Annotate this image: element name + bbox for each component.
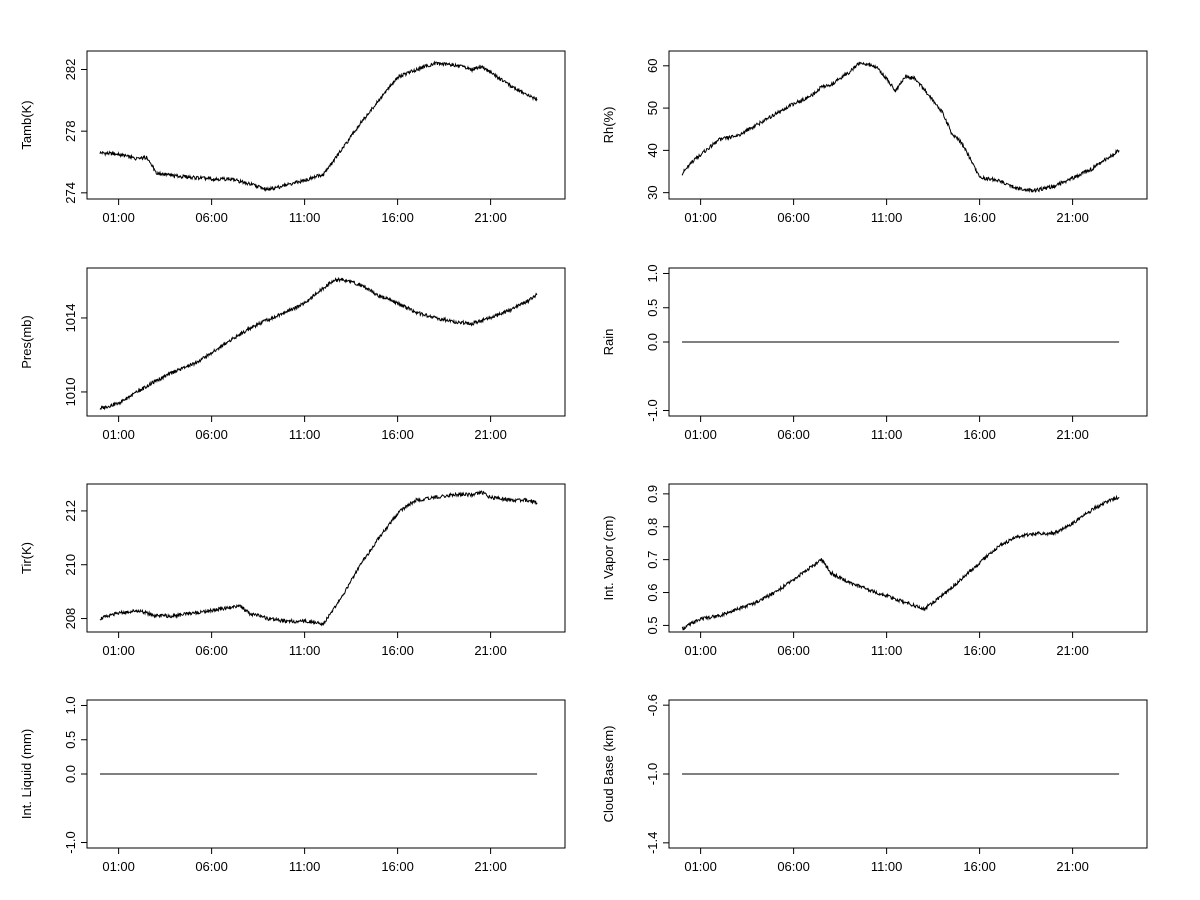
y-axis-label: Cloud Base (km)	[601, 726, 616, 823]
y-tick-label: 282	[63, 59, 78, 81]
y-tick-label: 0.9	[645, 485, 660, 503]
y-tick-label: 1.0	[645, 264, 660, 282]
x-tick-label: 16:00	[381, 859, 414, 874]
x-tick-label: 11:00	[871, 859, 903, 874]
x-tick-label: 01:00	[102, 210, 135, 225]
x-tick-label: 16:00	[963, 210, 996, 225]
y-axis-label: Int. Liquid (mm)	[19, 729, 34, 819]
x-tick-label: 01:00	[102, 427, 135, 442]
y-tick-label: 0.5	[645, 299, 660, 317]
x-tick-label: 16:00	[963, 643, 996, 658]
x-tick-label: 11:00	[871, 210, 903, 225]
x-tick-label: 06:00	[195, 859, 228, 874]
x-tick-label: 21:00	[1056, 427, 1089, 442]
y-tick-label: 1010	[63, 377, 78, 406]
y-tick-label: 1.0	[63, 696, 78, 714]
x-tick-label: 06:00	[195, 210, 228, 225]
y-tick-label: -0.6	[645, 694, 660, 716]
panel-8: 01:00 06:00 11:00 16:00 21:00 -1.4 -1.0 -0.6 Clo…	[601, 694, 1148, 874]
y-tick-label: 1014	[63, 303, 78, 332]
series-line	[99, 489, 538, 627]
x-tick-label: 21:00	[474, 210, 507, 225]
x-tick-label: 16:00	[381, 643, 414, 658]
y-tick-label: 0.8	[645, 518, 660, 536]
x-tick-label: 06:00	[777, 210, 810, 225]
plot-frame	[668, 483, 1148, 633]
panel-2: 01:00 06:00 11:00 16:00 21:00 30 40 50 60 Rh(%)	[601, 50, 1148, 225]
y-tick-label: 0.5	[645, 616, 660, 634]
panel-1: 01:00 06:00 11:00 16:00 21:00 274 278 282 Tamb(K…	[19, 50, 566, 225]
plot-frame	[86, 483, 566, 633]
y-tick-label: 50	[645, 101, 660, 115]
y-tick-label: 212	[63, 500, 78, 522]
y-axis-label: Pres(mb)	[19, 315, 34, 368]
x-tick-label: 01:00	[684, 427, 717, 442]
y-axis-label: Int. Vapor (cm)	[601, 515, 616, 600]
x-tick-label: 11:00	[871, 427, 903, 442]
x-tick-label: 06:00	[777, 427, 810, 442]
y-tick-label: 60	[645, 59, 660, 73]
x-tick-label: 11:00	[289, 427, 321, 442]
x-tick-label: 16:00	[381, 210, 414, 225]
x-tick-label: 01:00	[684, 859, 717, 874]
y-tick-label: 0.0	[645, 333, 660, 351]
series-line	[99, 276, 538, 411]
x-tick-label: 16:00	[963, 427, 996, 442]
panel-4: 01:00 06:00 11:00 16:00 21:00 -1.0 0.0 0.5 1.0 Ra…	[601, 264, 1148, 442]
plot-frame	[668, 50, 1148, 200]
x-tick-label: 01:00	[102, 859, 135, 874]
series-line	[681, 494, 1120, 631]
y-axis-label: Rh(%)	[601, 107, 616, 144]
x-tick-label: 06:00	[777, 643, 810, 658]
x-tick-label: 21:00	[474, 427, 507, 442]
y-tick-label: 210	[63, 554, 78, 576]
y-axis-label: Tamb(K)	[19, 100, 34, 149]
y-tick-label: 0.0	[63, 765, 78, 783]
x-tick-label: 21:00	[1056, 210, 1089, 225]
panel-6: 01:00 06:00 11:00 16:00 21:00 0.5 0.6 0.7 0.8 0.9…	[601, 483, 1148, 658]
x-tick-label: 11:00	[289, 210, 321, 225]
y-tick-label: 278	[63, 120, 78, 142]
x-tick-label: 21:00	[1056, 643, 1089, 658]
x-tick-label: 11:00	[289, 859, 321, 874]
y-tick-label: -1.0	[645, 399, 660, 421]
y-tick-label: 40	[645, 143, 660, 157]
series-line	[99, 60, 538, 193]
y-tick-label: 30	[645, 185, 660, 199]
plot-frame	[86, 267, 566, 417]
y-tick-label: -1.4	[645, 832, 660, 854]
x-tick-label: 16:00	[963, 859, 996, 874]
y-tick-label: -1.0	[645, 763, 660, 785]
x-tick-label: 06:00	[777, 859, 810, 874]
x-tick-label: 21:00	[474, 859, 507, 874]
x-tick-label: 21:00	[474, 643, 507, 658]
x-tick-label: 06:00	[195, 643, 228, 658]
y-tick-label: 0.5	[63, 731, 78, 749]
x-tick-label: 06:00	[195, 427, 228, 442]
panel-7: 01:00 06:00 11:00 16:00 21:00 -1.0 0.0 0.5 1.0 In…	[19, 696, 566, 874]
y-tick-label: 0.7	[645, 551, 660, 569]
y-tick-label: 274	[63, 182, 78, 204]
x-tick-label: 21:00	[1056, 859, 1089, 874]
series-line	[681, 61, 1120, 193]
panel-5: 01:00 06:00 11:00 16:00 21:00 208 210 212 Tir(K)	[19, 483, 566, 658]
x-tick-label: 01:00	[684, 210, 717, 225]
x-tick-label: 01:00	[102, 643, 135, 658]
plot-frame	[86, 50, 566, 200]
y-axis-label: Rain	[601, 329, 616, 356]
y-axis-label: Tir(K)	[19, 542, 34, 574]
y-tick-label: 0.6	[645, 583, 660, 601]
x-tick-label: 01:00	[684, 643, 717, 658]
x-tick-label: 11:00	[871, 643, 903, 658]
y-tick-label: -1.0	[63, 831, 78, 853]
panel-3: 01:00 06:00 11:00 16:00 21:00 1010 1014 Pres(mb…	[19, 267, 566, 442]
y-tick-label: 208	[63, 608, 78, 630]
x-tick-label: 11:00	[289, 643, 321, 658]
x-tick-label: 16:00	[381, 427, 414, 442]
